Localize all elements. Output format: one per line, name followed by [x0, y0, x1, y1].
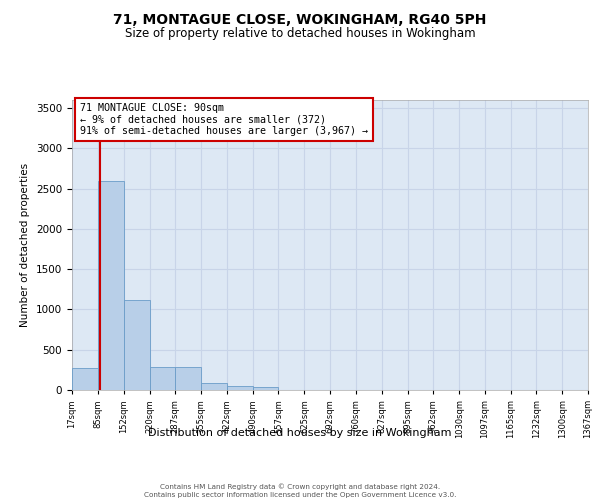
Bar: [201, 383, 227, 390]
Bar: [72, 368, 98, 390]
Bar: [253, 387, 278, 390]
Bar: [98, 180, 124, 390]
Bar: [124, 300, 149, 390]
Bar: [175, 367, 201, 390]
Bar: [149, 367, 175, 390]
Text: Size of property relative to detached houses in Wokingham: Size of property relative to detached ho…: [125, 28, 475, 40]
Text: 71 MONTAGUE CLOSE: 90sqm
← 9% of detached houses are smaller (372)
91% of semi-d: 71 MONTAGUE CLOSE: 90sqm ← 9% of detache…: [80, 103, 368, 136]
Y-axis label: Number of detached properties: Number of detached properties: [20, 163, 31, 327]
Text: Distribution of detached houses by size in Wokingham: Distribution of detached houses by size …: [148, 428, 452, 438]
Text: 71, MONTAGUE CLOSE, WOKINGHAM, RG40 5PH: 71, MONTAGUE CLOSE, WOKINGHAM, RG40 5PH: [113, 12, 487, 26]
Bar: [227, 386, 253, 390]
Text: Contains HM Land Registry data © Crown copyright and database right 2024.
Contai: Contains HM Land Registry data © Crown c…: [144, 484, 456, 498]
